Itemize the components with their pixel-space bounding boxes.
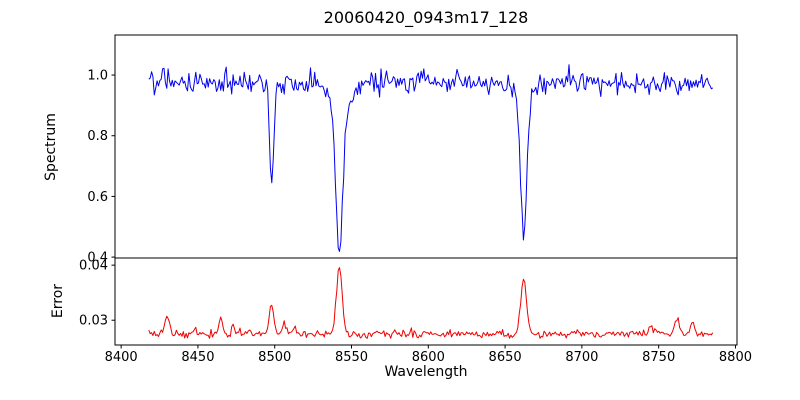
y-tick-label: 0.6 [87,190,108,205]
y-tick-label: 1.0 [87,69,108,84]
x-axis-label: Wavelength [384,364,468,380]
y-tick-label: 0.03 [79,314,108,329]
error-line [148,267,714,339]
axes-spine [114,257,738,346]
axes-spine [114,34,738,259]
x-tick-label: 8750 [642,350,675,365]
chart-title: 20060420_0943m17_128 [323,8,529,27]
x-tick-label: 8800 [719,350,752,365]
x-tick-label: 8650 [489,350,522,365]
x-tick-label: 8450 [181,350,214,365]
x-tick-label: 8600 [412,350,445,365]
y-tick-label: 0.8 [87,129,108,144]
x-tick-label: 8700 [565,350,598,365]
x-tick-label: 8500 [258,350,291,365]
y-tick-label: 0.04 [79,259,108,274]
y-tick-label: 0.4 [87,251,108,266]
spectrum-line [148,64,714,252]
x-tick-label: 8550 [335,350,368,365]
x-tick-label: 8400 [105,350,138,365]
